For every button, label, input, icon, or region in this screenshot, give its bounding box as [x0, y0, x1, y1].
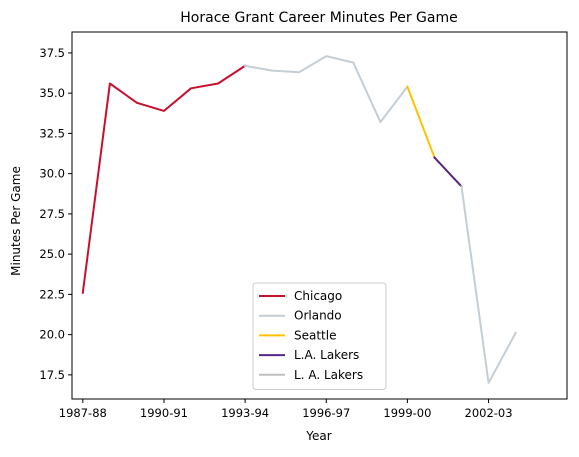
legend-label: Orlando [294, 309, 342, 323]
x-tick-label: 1990-91 [140, 406, 188, 420]
series-line-3 [433, 156, 463, 188]
series-line-5 [460, 185, 517, 384]
x-tick-label: 1993-94 [221, 406, 269, 420]
y-tick-label: 35.0 [39, 86, 65, 100]
x-tick-label: 2002-03 [465, 406, 513, 420]
series-layer [81, 55, 517, 384]
series-line-1 [243, 55, 409, 124]
y-tick-label: 20.0 [39, 328, 65, 342]
series-line-2 [406, 85, 436, 159]
series-line-0 [81, 64, 247, 294]
x-axis-label: Year [305, 429, 331, 443]
legend: Chicago Orlando Seattle L.A. Lakers L. A. La… [252, 282, 387, 390]
legend-box [252, 282, 387, 390]
y-tick-label: 25.0 [39, 247, 65, 261]
y-tick-label: 27.5 [39, 207, 65, 221]
y-tick-label: 22.5 [39, 287, 65, 301]
x-tick-label: 1987-88 [59, 406, 107, 420]
chart-title: Horace Grant Career Minutes Per Game [180, 10, 457, 26]
legend-label: L. A. Lakers [294, 368, 363, 382]
legend-label: L.A. Lakers [294, 348, 359, 362]
y-axis-label: Minutes Per Game [9, 166, 23, 276]
legend-label: Seattle [294, 328, 336, 342]
y-axis: 17.5 20.0 22.5 25.0 27.5 30.0 32.5 35.0 37.5 [39, 46, 72, 382]
plot-frame [71, 31, 568, 400]
x-tick-label: 1996-97 [302, 406, 350, 420]
x-tick-label: 1999-00 [383, 406, 431, 420]
y-tick-label: 30.0 [39, 167, 65, 181]
y-tick-label: 32.5 [39, 126, 65, 140]
y-tick-label: 37.5 [39, 46, 65, 60]
x-axis: 1987-88 1990-91 1993-94 1996-97 1999-00 2002-… [59, 399, 513, 420]
legend-label: Chicago [294, 289, 342, 303]
y-tick-label: 17.5 [39, 368, 65, 382]
